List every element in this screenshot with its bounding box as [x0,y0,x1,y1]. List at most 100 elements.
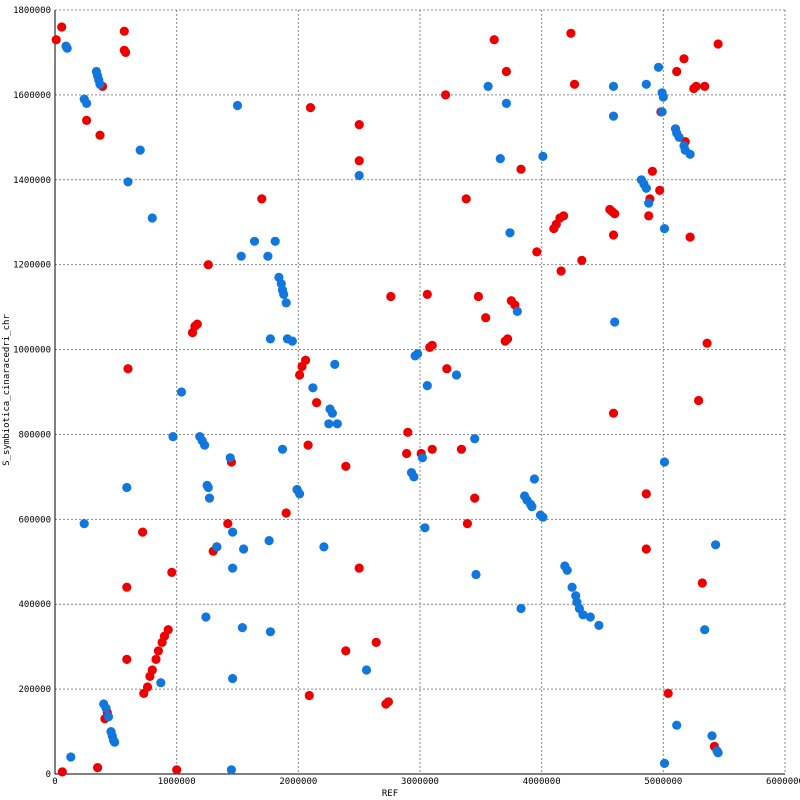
data-point [700,625,710,635]
x-tick-label: 0 [52,777,57,787]
data-point [82,115,92,125]
data-point [501,66,511,77]
data-point [610,209,620,219]
data-point [562,565,572,575]
data-point [386,291,396,302]
data-point [312,398,322,408]
data-point [93,763,103,773]
data-point [123,364,133,374]
data-point [228,673,238,684]
data-point [263,251,273,261]
y-tick-label: 600000 [18,515,51,525]
data-point [674,132,684,142]
data-point [281,508,291,518]
data-point [608,81,619,91]
data-point [57,22,67,32]
data-point [123,177,133,187]
data-point [332,419,342,429]
data-point [672,66,682,77]
data-point [559,211,569,221]
data-point [527,502,537,512]
data-point [685,149,695,159]
data-point [641,489,651,499]
y-axis-label: S_symbiotica_cinaracedri_chr [2,314,12,466]
data-point [203,482,213,493]
data-point [163,625,173,635]
y-tick-label: 800000 [18,430,51,440]
data-point [577,255,587,265]
data-point [324,419,334,429]
data-point [265,334,275,344]
data-point [641,79,651,89]
data-point [228,527,238,537]
data-point [641,183,651,193]
y-tick-label: 1600000 [13,91,51,101]
data-point [427,340,437,350]
data-point [223,519,233,529]
data-point [413,349,423,359]
data-point [402,448,412,459]
data-point [658,92,668,102]
data-point [204,493,215,503]
data-point [529,474,540,484]
data-point [501,98,511,108]
data-point [489,35,499,45]
data-point [257,194,267,204]
data-point [512,306,522,316]
data-point [303,440,313,450]
data-point [203,260,213,270]
data-point [383,697,393,707]
y-tick-label: 1400000 [13,176,51,186]
data-point [308,383,318,393]
data-point [663,688,673,699]
data-point [371,637,381,648]
data-point [232,100,243,111]
data-point [264,536,274,546]
data-point [694,395,704,406]
data-point [713,748,723,758]
data-point [277,444,288,454]
data-point [156,678,166,688]
x-tick-label: 1000000 [158,777,196,787]
data-point [330,359,340,369]
data-point [103,712,114,722]
data-point [151,654,161,665]
data-point [685,232,695,242]
y-tick-label: 400000 [18,600,51,610]
data-point [608,408,619,418]
data-point [672,720,682,730]
data-point [456,444,466,454]
data-point [441,90,451,100]
data-point [653,62,664,72]
data-point [516,164,526,174]
data-point [142,682,153,692]
data-point [176,387,187,397]
data-point [700,81,710,91]
data-point [566,28,576,38]
data-point [138,527,148,537]
y-tick-label: 1800000 [13,6,51,16]
data-point [578,610,588,620]
data-point [422,289,432,299]
data-point [249,236,260,246]
data-point [470,493,480,503]
data-point [462,519,472,529]
y-tick-label: 1000000 [13,346,51,356]
data-point [473,291,483,302]
data-point [237,623,247,633]
data-point [354,120,364,130]
data-point [641,544,651,554]
data-point [442,364,452,374]
data-point [327,408,337,418]
data-point [110,737,120,747]
data-point [594,620,604,631]
x-tick-label: 2000000 [279,777,317,787]
data-point [644,198,654,208]
data-point [647,166,658,176]
data-point [483,81,493,91]
data-point [608,230,619,240]
data-point [66,752,76,762]
data-point [409,472,419,482]
data-point [95,130,105,140]
